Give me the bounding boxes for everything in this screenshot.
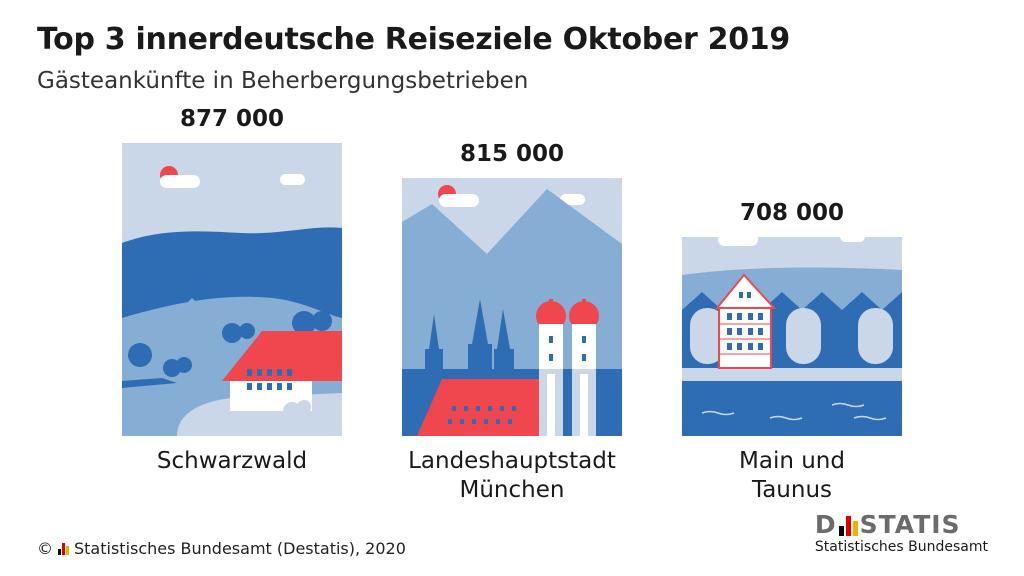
destatis-mini-icon — [58, 542, 69, 555]
logo-subtitle: Statistisches Bundesamt — [814, 539, 988, 555]
category-label-schwarzwald: Schwarzwald — [102, 447, 362, 476]
value-label-schwarzwald: 877 000 — [179, 106, 285, 132]
flag-bars-icon — [838, 516, 858, 536]
bar-schwarzwald — [122, 143, 342, 436]
category-label-line: Schwarzwald — [156, 448, 308, 474]
copyright-symbol: © — [37, 539, 53, 558]
destatis-wordmark: D STATIS — [815, 510, 988, 539]
chart-subtitle: Gästeankünfte in Beherbergungsbetrieben — [37, 68, 529, 94]
bar-main-taunus — [682, 237, 902, 436]
logo-word-right: STATIS — [859, 510, 961, 539]
source-text: Statistisches Bundesamt (Destatis), 2020 — [74, 539, 406, 558]
category-label-main-taunus: Main und Taunus — [662, 447, 922, 505]
bar-muenchen — [402, 178, 622, 436]
category-label-line: München — [459, 477, 565, 503]
chart-title: Top 3 innerdeutsche Reiseziele Oktober 2… — [37, 22, 790, 57]
category-label-line: Landeshauptstadt — [408, 448, 616, 474]
logo-word-left: D — [814, 510, 837, 539]
category-label-line: Main und — [739, 448, 845, 474]
value-label-main-taunus: 708 000 — [739, 200, 845, 226]
destatis-logo: D STATIS Statistisches Bundesamt — [815, 510, 988, 555]
category-label-muenchen: Landeshauptstadt München — [382, 447, 642, 505]
source-footer: © Statistisches Bundesamt (Destatis), 20… — [37, 539, 406, 558]
category-label-line: Taunus — [751, 477, 833, 503]
value-label-muenchen: 815 000 — [459, 141, 565, 167]
